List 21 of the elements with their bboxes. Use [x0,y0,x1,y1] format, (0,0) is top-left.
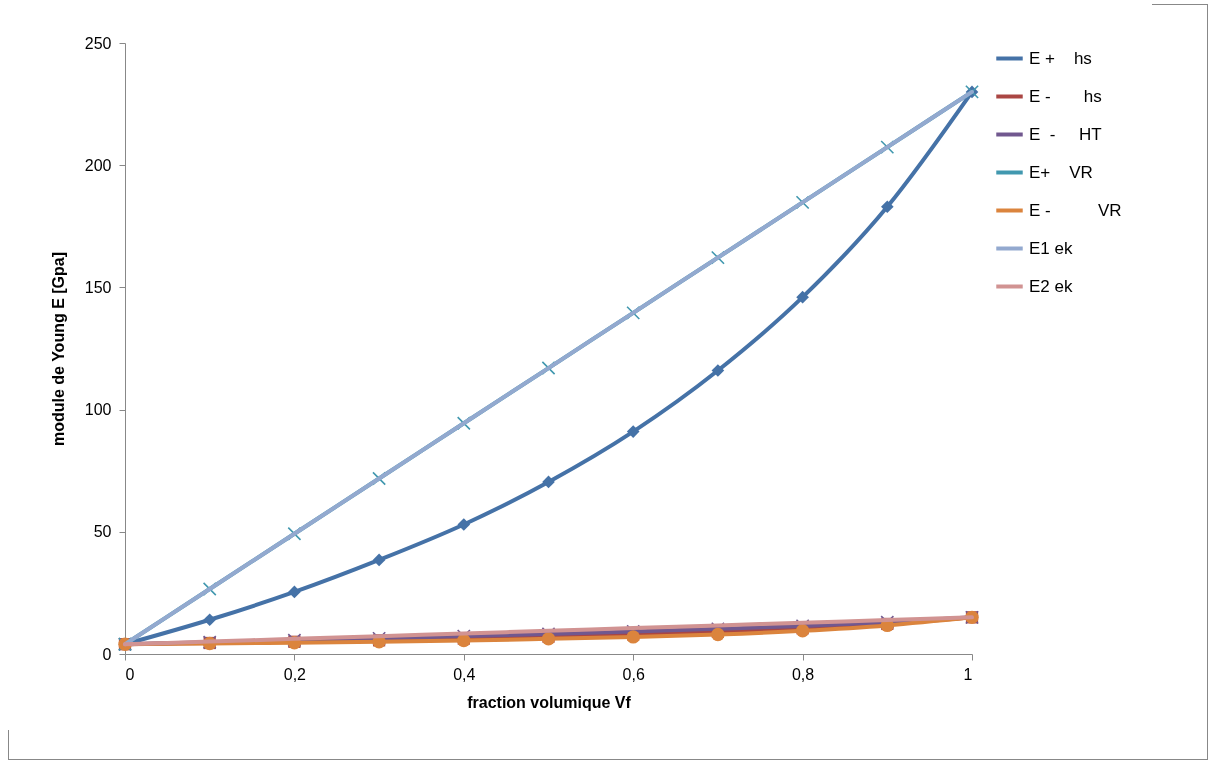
x-axis-title: fraction volumique Vf [467,693,632,711]
legend-label: E+ VR [1029,162,1093,182]
legend-label: E + hs [1029,48,1092,68]
y-tick-label: 0 [102,645,112,663]
x-tick-label: 0,6 [622,665,645,683]
y-tick-label: 100 [84,401,112,419]
x-tick-label: 0 [125,665,135,683]
legend-label: E2 ek [1029,276,1073,296]
legend-label: E - hs [1029,86,1102,106]
y-tick-label: 200 [84,156,112,174]
y-tick-label: 250 [84,34,112,52]
x-tick-label: 0,2 [283,665,307,683]
y-tick-label: 50 [93,523,112,541]
y-tick-label: 150 [84,278,112,296]
x-tick-label: 0,8 [791,665,815,683]
y-axis-title: module de Young E [Gpa] [49,251,67,447]
x-tick-label: 1 [963,665,973,683]
legend-label: E1 ek [1029,238,1073,258]
legend-label: E - VR [1029,200,1122,220]
legend-label: E - HT [1029,124,1102,144]
x-tick-label: 0,4 [453,665,476,683]
